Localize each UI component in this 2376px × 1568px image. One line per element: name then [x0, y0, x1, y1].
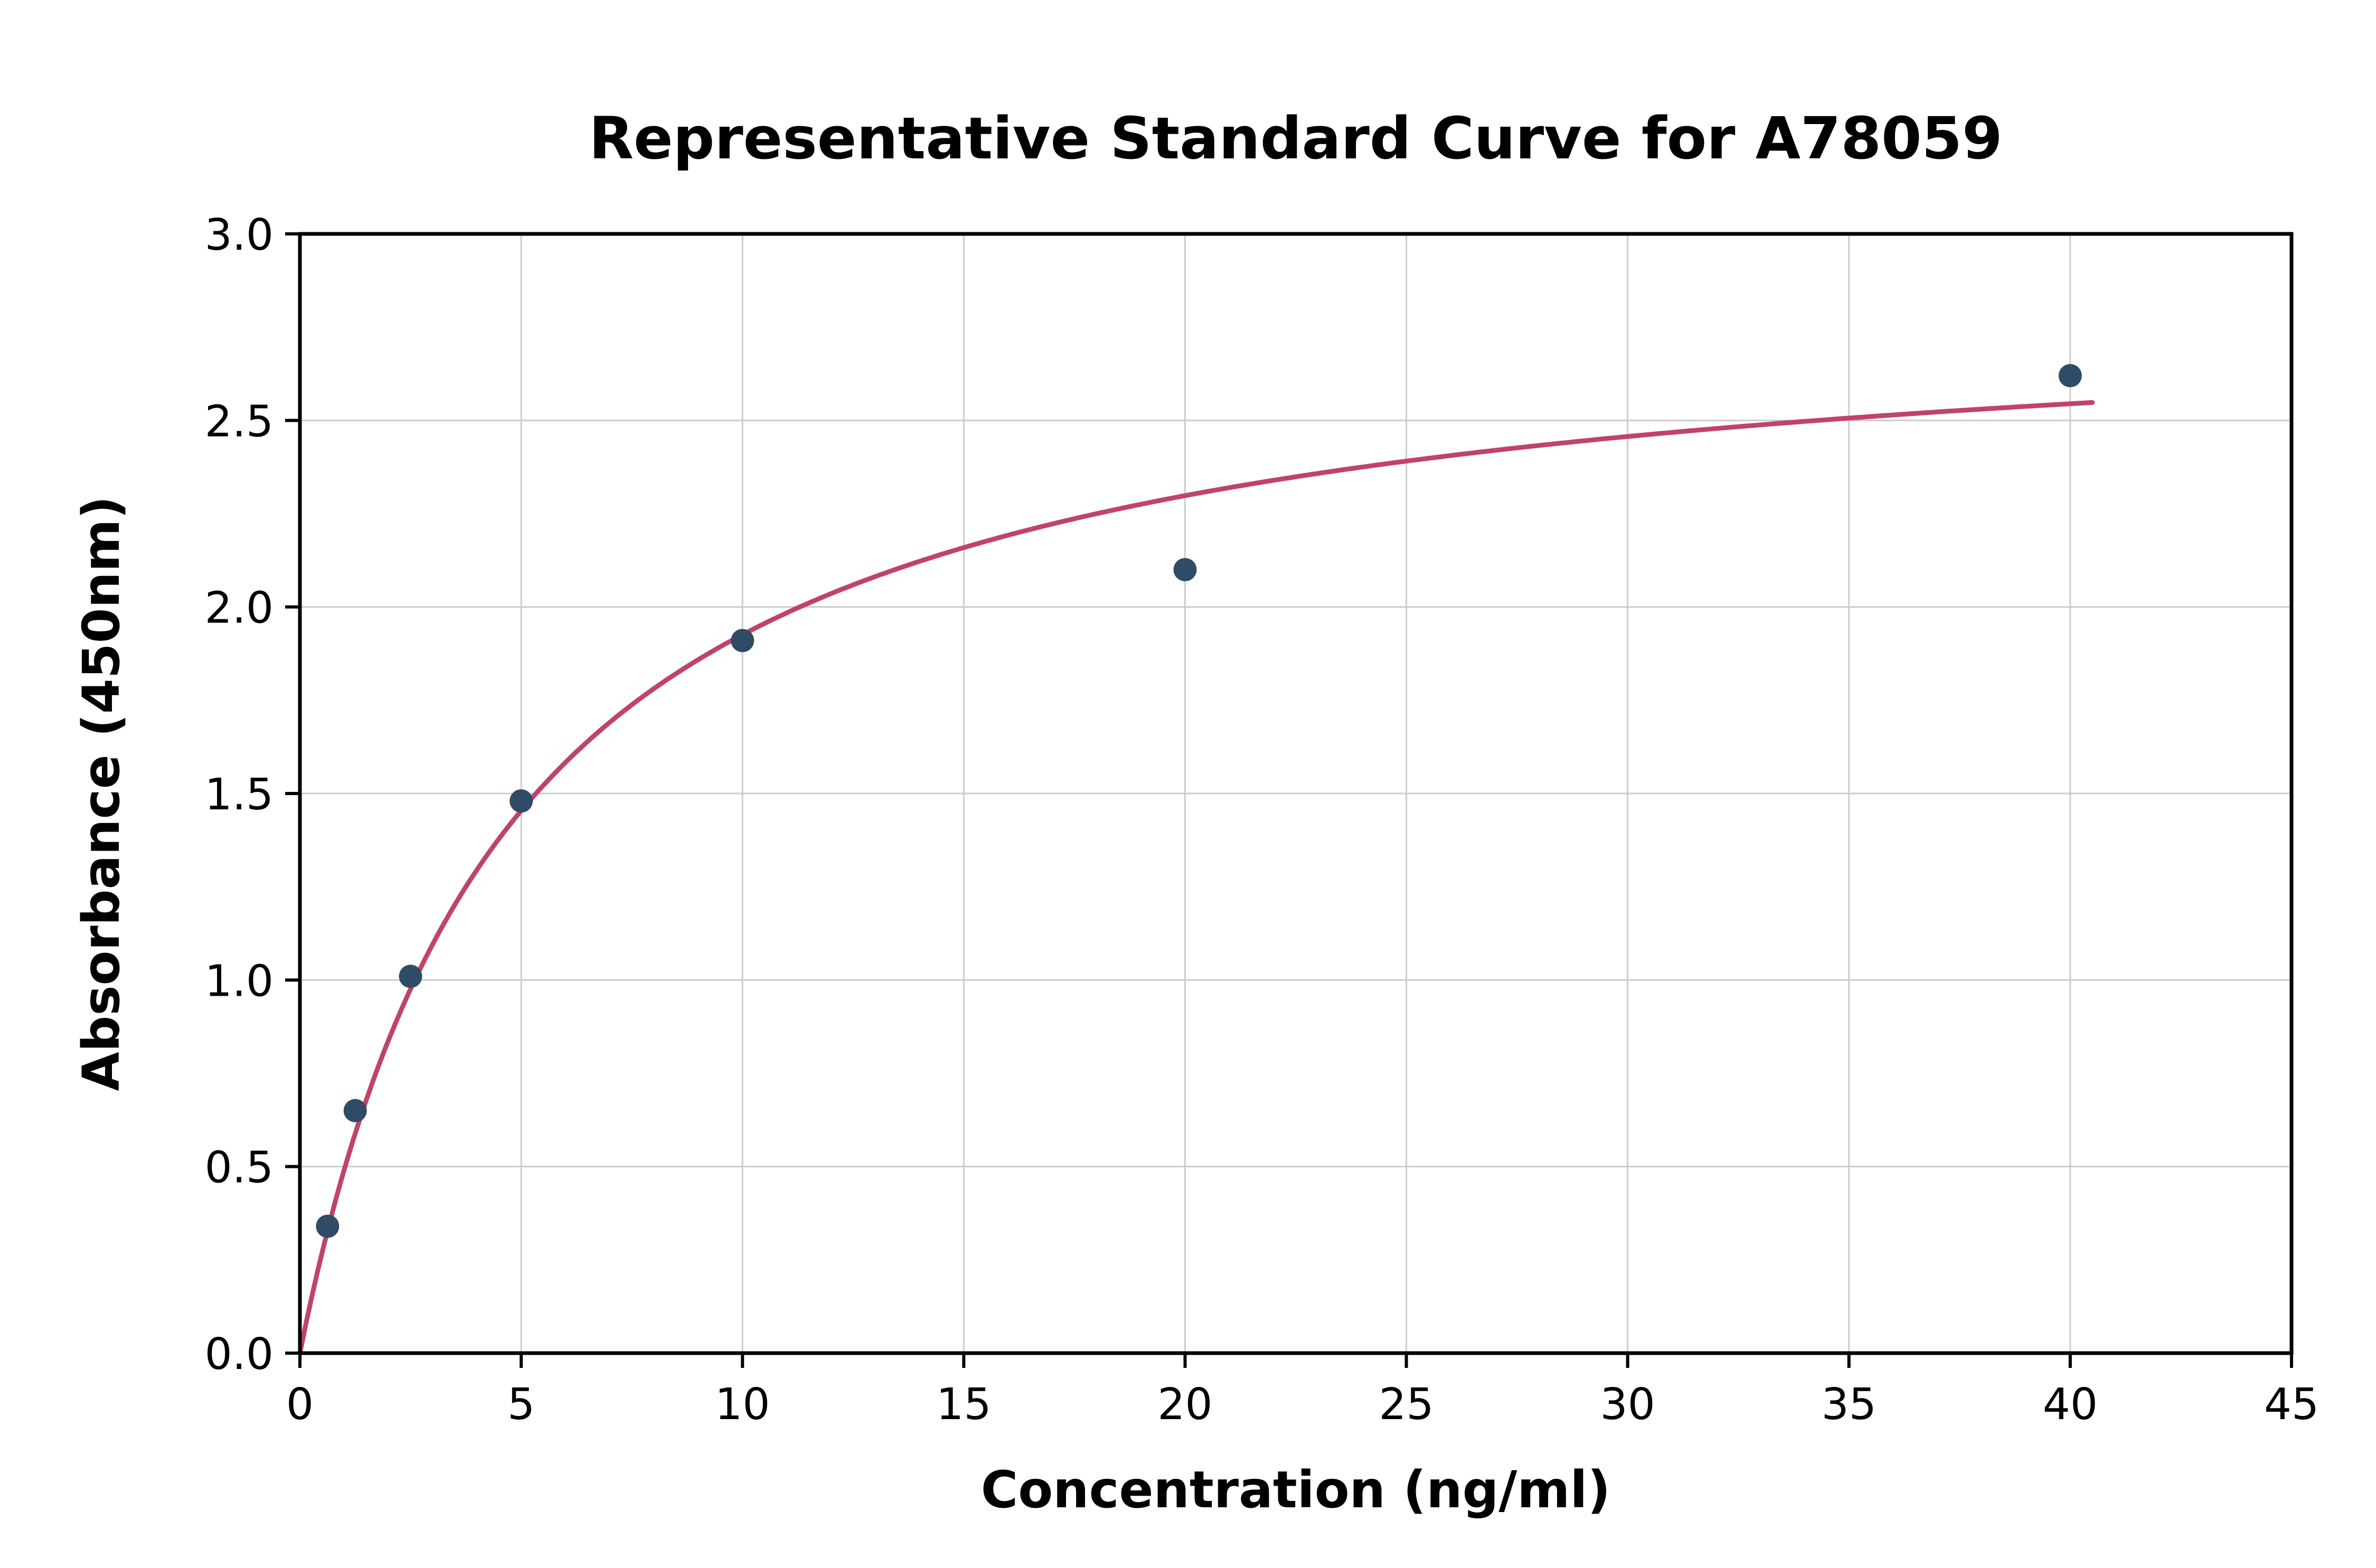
x-tick-label: 45: [2264, 1380, 2319, 1430]
y-tick-label: 2.0: [205, 583, 274, 634]
axis-layer: [285, 232, 2294, 1368]
y-tick-label: 1.0: [205, 956, 274, 1006]
fit-curve: [297, 400, 2095, 1356]
grid-layer: [299, 233, 2293, 1354]
chart-title: Representative Standard Curve for A78059: [589, 105, 2002, 172]
x-tick-label: 40: [2043, 1380, 2098, 1430]
x-tick-label: 0: [286, 1380, 314, 1430]
data-point: [343, 1099, 367, 1122]
data-point: [1173, 558, 1197, 581]
data-point: [316, 1214, 340, 1238]
data-layer: [297, 364, 2095, 1356]
x-tick-label: 30: [1600, 1380, 1655, 1430]
x-axis-label: Concentration (ng/ml): [981, 1460, 1610, 1519]
y-axis-label: Absorbance (450nm): [72, 496, 131, 1091]
tick-label-layer: 0 5 10 15 20 25 30 35 40 45 0.0 0.5 1.0 1.5 2.0 2.5 3.0: [205, 210, 2320, 1430]
y-tick-label: 0.0: [205, 1329, 274, 1380]
x-tick-label: 15: [936, 1380, 991, 1430]
data-point: [510, 789, 533, 813]
data-point: [399, 965, 422, 988]
x-tick-label: 10: [715, 1380, 770, 1430]
x-tick-label: 35: [1822, 1380, 1877, 1430]
data-point: [2058, 364, 2082, 388]
x-tick-label: 20: [1157, 1380, 1212, 1430]
y-tick-label: 1.5: [205, 770, 274, 820]
y-tick-label: 2.5: [205, 396, 274, 447]
data-point: [731, 629, 755, 653]
x-tick-label: 25: [1379, 1380, 1434, 1430]
x-tick-label: 5: [507, 1380, 535, 1430]
y-tick-label: 3.0: [205, 210, 274, 260]
y-tick-label: 0.5: [205, 1143, 274, 1193]
